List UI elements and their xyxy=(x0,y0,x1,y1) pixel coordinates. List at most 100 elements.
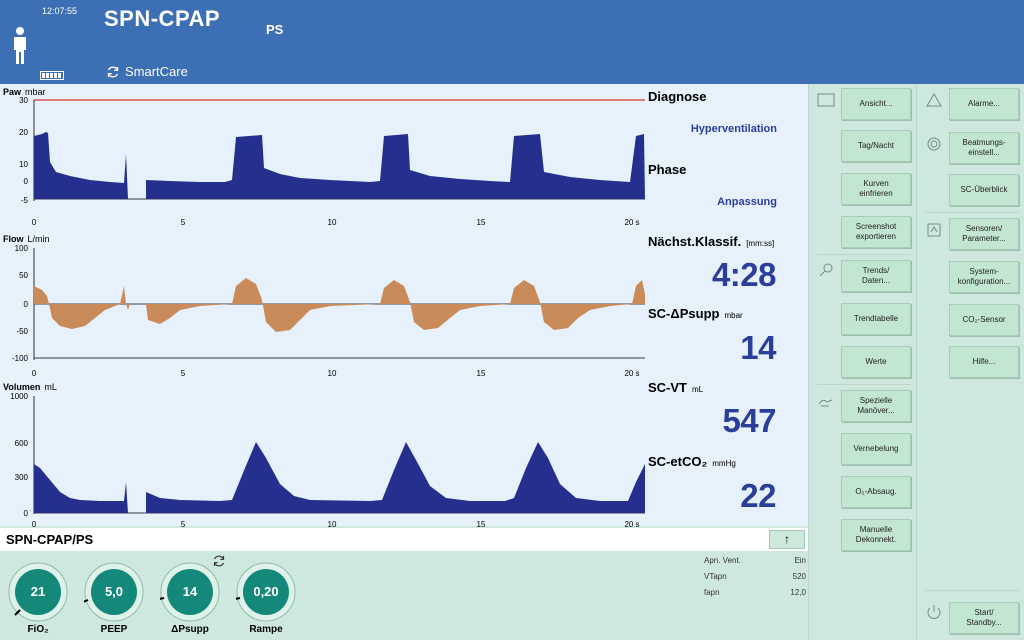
o2-suction-button[interactable]: O₂-Absaug. xyxy=(841,476,911,508)
flow-tick-y-2: 0 xyxy=(24,300,29,309)
mode-bar: SPN-CPAP/PS ↑ xyxy=(0,528,808,551)
psupp-value: 14 xyxy=(740,329,776,366)
volume-tick-y-3: 0 xyxy=(24,509,29,518)
co2-sensor-button[interactable]: CO₂-Sensor xyxy=(949,304,1019,336)
system-config-button[interactable]: System- konfiguration... xyxy=(949,261,1019,293)
special-maneuvers-button[interactable]: Spezielle Manöver... xyxy=(841,390,911,422)
waveform-area: Paw mbar 30 20 10 0 -5 0 5 10 15 20 s Flo… xyxy=(0,84,808,529)
nebulization-button[interactable]: Vernebelung xyxy=(841,433,911,465)
knob-ring xyxy=(234,562,296,622)
knob-ring xyxy=(8,562,68,622)
magnifier-icon xyxy=(819,263,833,277)
start-standby-button[interactable]: Start/ Standby... xyxy=(949,602,1019,634)
paw-tick-x-4: 20 s xyxy=(624,218,639,227)
vt-title: SC-VT mL xyxy=(648,380,704,395)
smartcare-label: SmartCare xyxy=(125,64,188,79)
paw-tick-x-2: 10 xyxy=(328,218,337,227)
knob-dpsupp-label: ΔPsupp xyxy=(171,624,209,635)
knob-ring xyxy=(158,562,220,622)
volume-waveform: 1000 600 300 0 0 5 10 15 20 s xyxy=(10,392,645,529)
knob-peep-label: PEEP xyxy=(100,624,128,635)
volume-tick-y-1: 600 xyxy=(15,439,29,448)
paw-tick-x-0: 0 xyxy=(32,218,37,227)
knob-fio2-label: FiO₂ xyxy=(27,624,49,635)
sensor-icon xyxy=(927,223,941,237)
paw-tick-x-3: 15 xyxy=(477,218,486,227)
volume-tick-x-0: 0 xyxy=(32,520,37,529)
paw-tick-x-1: 5 xyxy=(181,218,186,227)
phase-value: Anpassung xyxy=(717,196,777,208)
flow-label: Flow L/min xyxy=(3,234,50,244)
diagnose-value: Hyperventilation xyxy=(690,123,777,135)
volume-tick-x-1: 5 xyxy=(181,520,186,529)
divider xyxy=(817,254,911,255)
freeze-curves-button[interactable]: Kurven einfrieren xyxy=(841,173,911,205)
paw-tick-y-4: -5 xyxy=(21,196,29,205)
expand-up-button[interactable]: ↑ xyxy=(769,530,805,549)
paw-tick-y-0: 30 xyxy=(19,96,28,105)
flow-tick-y-1: 50 xyxy=(19,271,28,280)
flow-tick-x-0: 0 xyxy=(32,369,37,378)
knob-peep[interactable]: 5,0 xyxy=(82,562,144,622)
divider xyxy=(925,212,1019,213)
trend-table-button[interactable]: Trendtabelle xyxy=(841,303,911,335)
clock: 12:07:55 xyxy=(42,6,78,16)
apnea-row: Apn. Vent. Ein xyxy=(704,556,806,565)
apnea-row: fapn 12,0 xyxy=(704,588,806,597)
help-button[interactable]: Hilfe... xyxy=(949,346,1019,378)
view-button[interactable]: Ansicht... xyxy=(841,88,911,120)
cycle-icon xyxy=(107,66,119,77)
hand-icon xyxy=(818,399,833,407)
alarm-triangle-icon xyxy=(926,93,942,107)
parameter-area: 21 FiO₂ 5,0 PEEP 14 ΔPsupp 0,20 Rampe Ap… xyxy=(0,551,808,640)
flow-tick-x-3: 15 xyxy=(477,369,486,378)
patient-icon[interactable] xyxy=(8,26,32,66)
knob-dpsupp-value: 14 xyxy=(182,584,198,599)
power-icon xyxy=(927,605,941,619)
alarms-button[interactable]: Alarme... xyxy=(949,88,1019,120)
values-button[interactable]: Werte xyxy=(841,346,911,378)
volume-curve xyxy=(34,442,645,513)
smartcare-indicator[interactable]: SmartCare xyxy=(106,64,188,79)
menu-panel-left: Ansicht... Tag/Nacht Kurven einfrieren S… xyxy=(808,84,916,640)
day-night-button[interactable]: Tag/Nacht xyxy=(841,130,911,162)
knob-rampe[interactable]: 0,20 xyxy=(234,562,296,622)
vt-value: 547 xyxy=(722,402,776,439)
sync-icon xyxy=(213,555,225,567)
divider xyxy=(925,590,1019,591)
volume-tick-x-3: 15 xyxy=(477,520,486,529)
knob-fio2-value: 21 xyxy=(30,584,46,599)
etco2-value: 22 xyxy=(740,477,776,514)
next-classification-value: 4:28 xyxy=(711,256,777,293)
paw-tick-y-2: 10 xyxy=(19,160,28,169)
ventilation-mode[interactable]: SPN-CPAP xyxy=(104,6,221,31)
trends-data-button[interactable]: Trends/ Daten... xyxy=(841,260,911,292)
flow-tick-x-1: 5 xyxy=(181,369,186,378)
volume-tick-y-2: 300 xyxy=(15,473,29,482)
knob-peep-value: 5,0 xyxy=(104,584,124,599)
header-bar: 12:07:55 SPN-CPAP PS SmartCare xyxy=(0,0,1024,84)
etco2-title: SC-etCO₂ mmHg xyxy=(648,454,736,469)
paw-tick-y-3: 0 xyxy=(24,177,29,186)
sc-overview-button[interactable]: SC-Überblick xyxy=(949,174,1019,206)
knob-dpsupp[interactable]: 14 xyxy=(158,562,220,622)
flow-curve xyxy=(34,278,645,332)
flow-tick-y-3: -50 xyxy=(16,327,28,336)
knob-rampe-label: Rampe xyxy=(249,624,283,635)
volume-tick-x-4: 20 s xyxy=(624,520,639,529)
ventilation-submode: PS xyxy=(266,22,284,37)
paw-tick-y-1: 20 xyxy=(19,128,28,137)
view-icon xyxy=(817,93,835,107)
manual-disconnect-button[interactable]: Manuelle Dekonnekt. xyxy=(841,519,911,551)
psupp-title: SC-ΔPsupp mbar xyxy=(648,306,743,321)
mode-bar-title: SPN-CPAP/PS xyxy=(6,532,94,547)
paw-curve xyxy=(34,132,645,199)
knob-rampe-value: 0,20 xyxy=(253,584,279,599)
ventilation-settings-button[interactable]: Beatmungs- einstell... xyxy=(949,132,1019,164)
volume-tick-y-0: 1000 xyxy=(10,392,28,401)
screenshot-export-button[interactable]: Screenshot exportieren xyxy=(841,216,911,248)
sensors-parameters-button[interactable]: Sensoren/ Parameter... xyxy=(949,218,1019,250)
volume-label: Volumen mL xyxy=(3,382,57,392)
knob-ring xyxy=(82,562,144,622)
knob-fio2[interactable]: 21 xyxy=(8,562,68,622)
